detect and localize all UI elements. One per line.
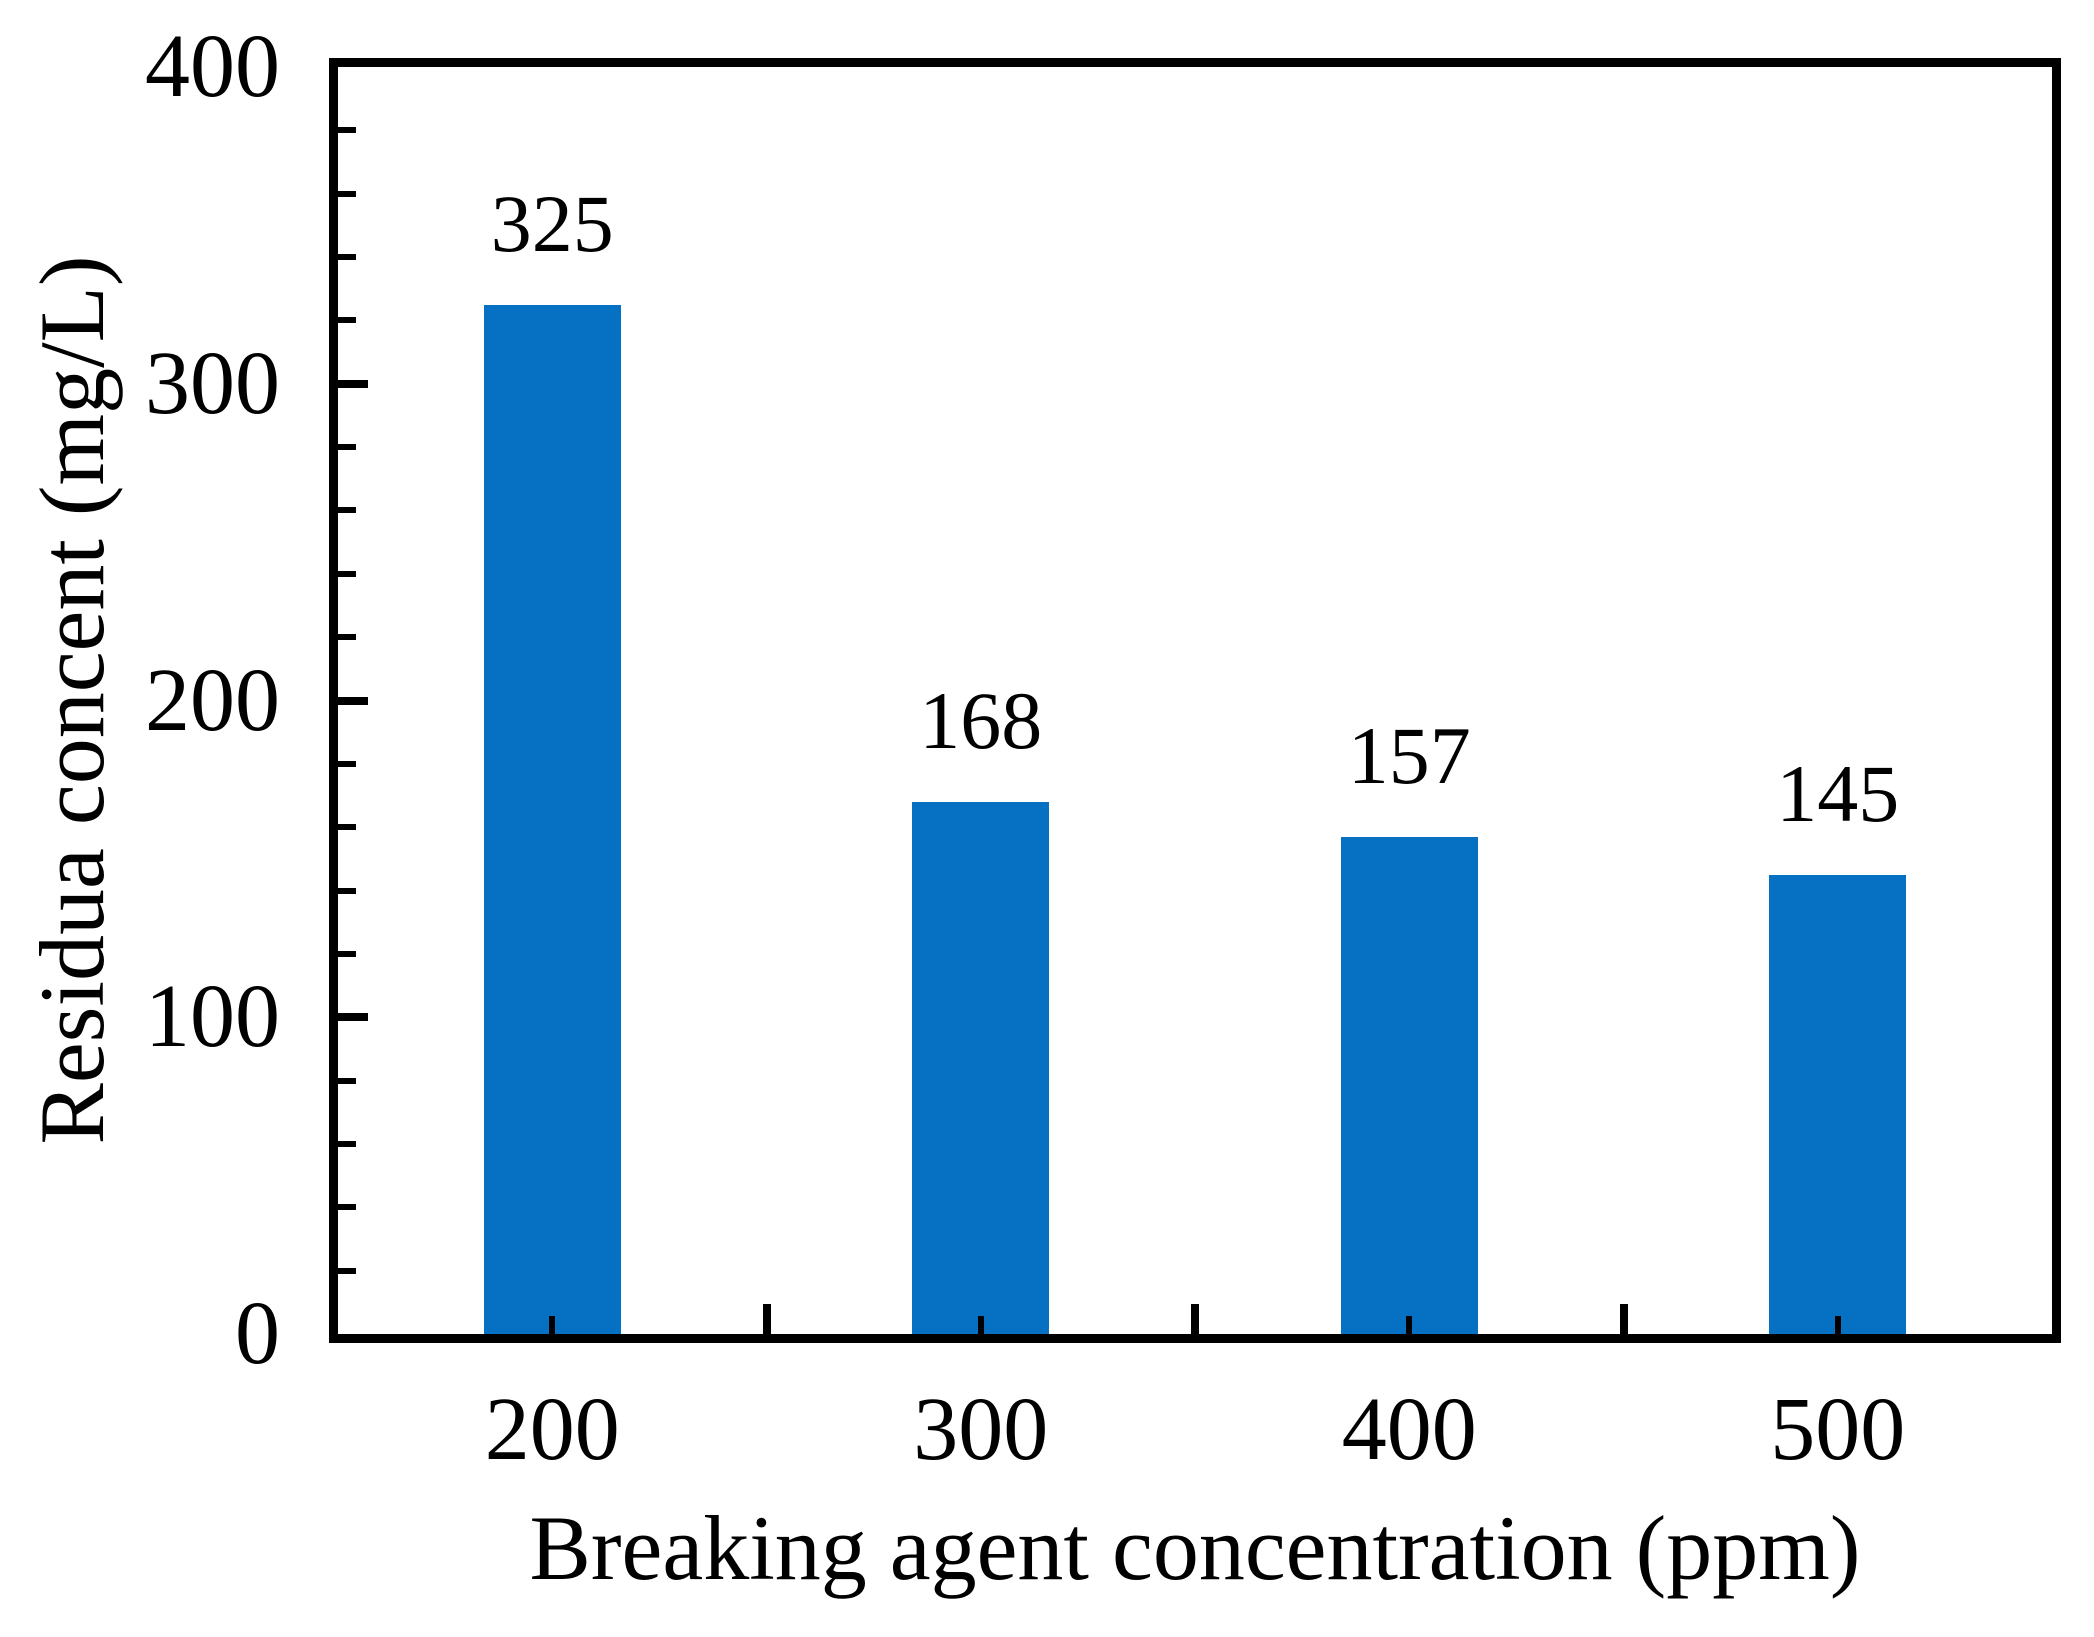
x-tick-label: 400 <box>1341 1380 1477 1479</box>
y-minor-tick <box>338 127 356 134</box>
bar <box>912 801 1050 1334</box>
x-minor-tick <box>977 1316 984 1334</box>
y-minor-tick <box>338 950 356 957</box>
x-tick-label: 300 <box>913 1380 1049 1479</box>
x-axis-title: Breaking agent concentration (ppm) <box>529 1497 1861 1599</box>
y-major-tick <box>338 696 368 705</box>
y-minor-tick <box>338 1077 356 1084</box>
y-minor-tick <box>338 507 356 514</box>
x-minor-tick <box>549 1316 556 1334</box>
x-major-tick <box>762 1304 771 1334</box>
y-tick-label: 300 <box>145 333 280 433</box>
y-tick-label: 200 <box>145 650 280 750</box>
x-tick-label: 500 <box>1770 1380 1906 1479</box>
y-minor-tick <box>338 254 356 261</box>
y-minor-tick <box>338 317 356 324</box>
x-major-tick <box>1191 1304 1199 1334</box>
x-tick-label: 200 <box>484 1380 620 1479</box>
bar-value-label: 145 <box>1776 747 1900 839</box>
bar-value-label: 325 <box>490 177 614 269</box>
y-tick-label: 0 <box>235 1284 280 1383</box>
y-minor-tick <box>338 570 356 577</box>
y-tick-label: 100 <box>145 967 280 1067</box>
y-minor-tick <box>338 444 356 451</box>
bar-value-label: 168 <box>919 674 1043 766</box>
y-major-tick <box>338 1013 368 1022</box>
x-minor-tick <box>1834 1316 1841 1334</box>
y-minor-tick <box>338 760 356 767</box>
y-major-tick <box>338 379 368 388</box>
y-tick-label: 400 <box>145 17 280 116</box>
y-minor-tick <box>338 1267 356 1274</box>
y-minor-tick <box>338 824 356 831</box>
y-minor-tick <box>338 1140 356 1147</box>
bar <box>483 304 621 1334</box>
y-minor-tick <box>338 887 356 894</box>
bar <box>1340 836 1478 1334</box>
bar-value-label: 157 <box>1347 709 1471 801</box>
y-minor-tick <box>338 190 356 197</box>
y-minor-tick <box>338 1204 356 1211</box>
y-minor-tick <box>338 634 356 641</box>
plot-area: 325 168 157 145 <box>329 58 2061 1343</box>
bar <box>1769 874 1907 1334</box>
x-major-tick <box>1619 1304 1628 1334</box>
x-minor-tick <box>1406 1316 1413 1334</box>
